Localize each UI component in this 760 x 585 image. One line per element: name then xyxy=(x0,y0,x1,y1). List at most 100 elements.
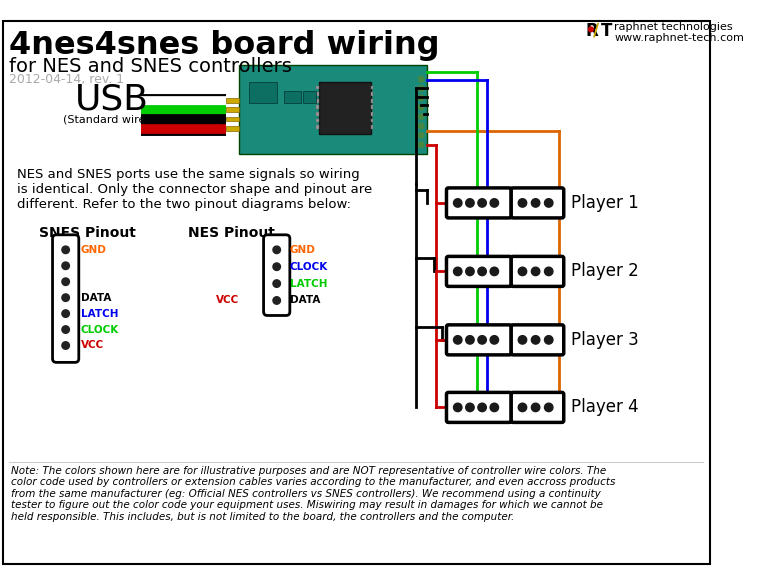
Text: (Standard wire colors shown): (Standard wire colors shown) xyxy=(63,115,226,125)
Circle shape xyxy=(531,267,540,276)
Bar xyxy=(284,91,301,102)
Circle shape xyxy=(531,403,540,412)
FancyBboxPatch shape xyxy=(446,393,511,422)
FancyBboxPatch shape xyxy=(511,325,564,355)
Text: CLOCK: CLOCK xyxy=(81,325,119,335)
Bar xyxy=(249,82,277,102)
Bar xyxy=(316,119,319,122)
FancyBboxPatch shape xyxy=(264,235,290,315)
Circle shape xyxy=(466,199,474,207)
Text: R: R xyxy=(585,22,598,40)
Bar xyxy=(303,91,316,102)
Circle shape xyxy=(490,267,499,276)
Text: raphnet technologies: raphnet technologies xyxy=(614,22,733,32)
FancyBboxPatch shape xyxy=(511,393,564,422)
Bar xyxy=(371,119,373,122)
Bar xyxy=(226,98,239,102)
Circle shape xyxy=(62,310,69,317)
FancyBboxPatch shape xyxy=(446,188,511,218)
Circle shape xyxy=(62,326,69,333)
Circle shape xyxy=(478,267,486,276)
Bar xyxy=(316,105,319,109)
Bar xyxy=(371,112,373,116)
Text: Player 4: Player 4 xyxy=(572,398,639,417)
Circle shape xyxy=(62,262,69,270)
Text: for NES and SNES controllers: for NES and SNES controllers xyxy=(9,57,293,75)
Circle shape xyxy=(588,27,594,32)
Circle shape xyxy=(490,336,499,344)
Bar xyxy=(371,99,373,102)
Bar xyxy=(316,125,319,129)
Circle shape xyxy=(490,199,499,207)
Text: Player 1: Player 1 xyxy=(572,194,639,212)
Circle shape xyxy=(62,294,69,301)
Circle shape xyxy=(418,114,424,119)
Circle shape xyxy=(418,76,424,82)
Bar xyxy=(226,126,239,130)
Circle shape xyxy=(62,278,69,285)
Circle shape xyxy=(273,297,280,304)
Text: DATA: DATA xyxy=(290,295,320,305)
Bar xyxy=(316,85,319,90)
Circle shape xyxy=(478,336,486,344)
Circle shape xyxy=(466,336,474,344)
Text: SNES Pinout: SNES Pinout xyxy=(40,226,136,240)
Text: CLOCK: CLOCK xyxy=(290,261,328,271)
Circle shape xyxy=(418,105,424,110)
Bar xyxy=(371,105,373,109)
Bar xyxy=(226,107,239,112)
Text: NES and SNES ports use the same signals so wiring
is identical. Only the connect: NES and SNES ports use the same signals … xyxy=(17,168,372,211)
Bar xyxy=(371,125,373,129)
Text: T: T xyxy=(601,22,613,40)
Circle shape xyxy=(478,199,486,207)
Bar xyxy=(316,92,319,96)
Text: GND: GND xyxy=(290,245,315,255)
FancyBboxPatch shape xyxy=(511,256,564,287)
Circle shape xyxy=(518,336,527,344)
Circle shape xyxy=(454,267,462,276)
Circle shape xyxy=(454,336,462,344)
Circle shape xyxy=(418,95,424,101)
Bar xyxy=(316,112,319,116)
Bar xyxy=(226,116,239,121)
Text: VCC: VCC xyxy=(81,340,104,350)
Circle shape xyxy=(418,133,424,138)
Bar xyxy=(371,92,373,96)
Circle shape xyxy=(531,199,540,207)
Circle shape xyxy=(466,267,474,276)
Text: Player 3: Player 3 xyxy=(572,331,639,349)
Bar xyxy=(319,82,371,133)
Circle shape xyxy=(454,199,462,207)
Circle shape xyxy=(518,199,527,207)
Text: LATCH: LATCH xyxy=(81,309,118,319)
Text: 4nes4snes board wiring: 4nes4snes board wiring xyxy=(9,30,440,61)
Text: LATCH: LATCH xyxy=(290,278,328,288)
Text: DATA: DATA xyxy=(81,292,111,302)
Circle shape xyxy=(518,403,527,412)
Circle shape xyxy=(544,199,553,207)
Circle shape xyxy=(62,246,69,253)
Circle shape xyxy=(478,403,486,412)
Circle shape xyxy=(273,246,280,253)
Text: USB: USB xyxy=(75,82,149,117)
FancyBboxPatch shape xyxy=(511,188,564,218)
Text: 2012-04-14, rev. 1: 2012-04-14, rev. 1 xyxy=(9,74,125,87)
Circle shape xyxy=(490,403,499,412)
Text: GND: GND xyxy=(81,245,106,255)
FancyBboxPatch shape xyxy=(446,325,511,355)
Text: Player 2: Player 2 xyxy=(572,263,639,280)
Circle shape xyxy=(518,267,527,276)
Circle shape xyxy=(273,280,280,287)
Circle shape xyxy=(418,123,424,129)
FancyBboxPatch shape xyxy=(52,235,79,362)
Circle shape xyxy=(418,142,424,147)
Circle shape xyxy=(466,403,474,412)
Text: Note: The colors shown here are for illustrative purposes and are NOT representa: Note: The colors shown here are for illu… xyxy=(11,466,616,522)
FancyBboxPatch shape xyxy=(446,256,511,287)
Bar xyxy=(371,85,373,90)
Text: VCC: VCC xyxy=(216,295,239,305)
Text: www.raphnet-tech.com: www.raphnet-tech.com xyxy=(614,33,744,43)
Bar xyxy=(316,99,319,102)
Circle shape xyxy=(544,267,553,276)
Circle shape xyxy=(544,403,553,412)
